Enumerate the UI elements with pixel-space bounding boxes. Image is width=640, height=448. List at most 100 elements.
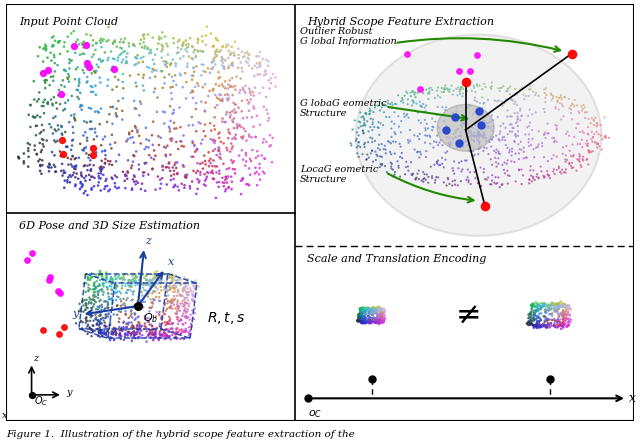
Point	[378, 306, 388, 314]
Point	[74, 80, 84, 87]
Point	[103, 24, 113, 31]
Point	[70, 155, 80, 163]
Point	[172, 335, 182, 342]
Point	[549, 134, 559, 142]
Point	[379, 307, 389, 314]
Point	[178, 41, 188, 48]
Point	[525, 321, 536, 328]
Point	[552, 122, 562, 129]
Point	[120, 172, 131, 179]
Point	[403, 114, 413, 121]
Point	[97, 273, 107, 280]
Point	[134, 323, 145, 331]
Point	[563, 303, 573, 310]
Point	[415, 130, 425, 138]
Point	[447, 82, 457, 89]
Point	[29, 114, 39, 121]
Point	[358, 308, 369, 315]
Point	[405, 126, 415, 134]
Point	[361, 319, 371, 326]
Point	[445, 88, 455, 95]
Point	[397, 155, 407, 162]
Point	[89, 183, 99, 190]
Point	[111, 110, 121, 117]
Point	[61, 143, 71, 151]
Point	[458, 166, 468, 173]
Point	[506, 158, 516, 165]
Point	[239, 53, 250, 60]
Point	[556, 170, 566, 177]
Point	[102, 328, 112, 336]
Point	[559, 168, 569, 176]
Point	[62, 74, 72, 82]
Point	[218, 160, 228, 168]
Point	[554, 299, 564, 306]
Point	[454, 88, 465, 95]
Point	[123, 286, 133, 293]
Point	[370, 319, 380, 326]
Point	[529, 307, 539, 314]
Point	[101, 275, 111, 282]
Point	[150, 273, 160, 280]
Point	[370, 306, 380, 313]
Point	[473, 130, 483, 137]
Point	[54, 331, 65, 338]
Point	[218, 83, 228, 90]
Point	[189, 297, 200, 305]
Point	[63, 97, 73, 104]
Point	[361, 306, 371, 314]
Point	[483, 124, 493, 131]
Point	[130, 278, 140, 285]
Point	[138, 298, 148, 306]
Point	[579, 101, 589, 108]
Point	[77, 319, 88, 326]
Point	[143, 289, 153, 296]
Point	[86, 167, 96, 174]
Point	[578, 128, 588, 135]
Point	[187, 113, 197, 121]
Point	[448, 110, 458, 117]
Point	[357, 306, 367, 313]
Point	[100, 159, 110, 167]
Point	[474, 138, 484, 146]
Point	[217, 56, 227, 63]
Point	[169, 301, 179, 308]
Point	[156, 323, 166, 330]
Point	[358, 318, 368, 325]
Point	[216, 138, 226, 146]
Point	[445, 138, 455, 146]
Point	[550, 121, 561, 129]
Point	[518, 155, 529, 162]
Point	[96, 58, 106, 65]
Point	[221, 173, 231, 181]
Point	[470, 122, 480, 129]
Point	[465, 147, 475, 155]
Point	[550, 317, 560, 324]
Point	[408, 87, 418, 95]
Point	[533, 307, 543, 314]
Point	[170, 280, 180, 287]
Point	[206, 127, 216, 134]
Point	[166, 270, 177, 277]
Point	[406, 89, 416, 96]
Point	[86, 185, 97, 192]
Point	[527, 111, 538, 118]
Point	[359, 319, 369, 327]
Point	[96, 163, 106, 170]
Point	[184, 316, 195, 323]
Point	[169, 274, 179, 281]
Point	[223, 55, 234, 62]
Point	[353, 316, 364, 323]
Point	[95, 324, 105, 331]
Point	[516, 112, 527, 120]
Point	[223, 97, 233, 104]
Point	[97, 308, 107, 315]
Point	[238, 86, 248, 93]
Point	[377, 319, 387, 326]
Point	[456, 177, 466, 185]
Point	[132, 321, 142, 328]
Point	[407, 102, 417, 109]
Point	[486, 118, 497, 125]
Point	[600, 133, 610, 140]
Point	[128, 176, 138, 183]
